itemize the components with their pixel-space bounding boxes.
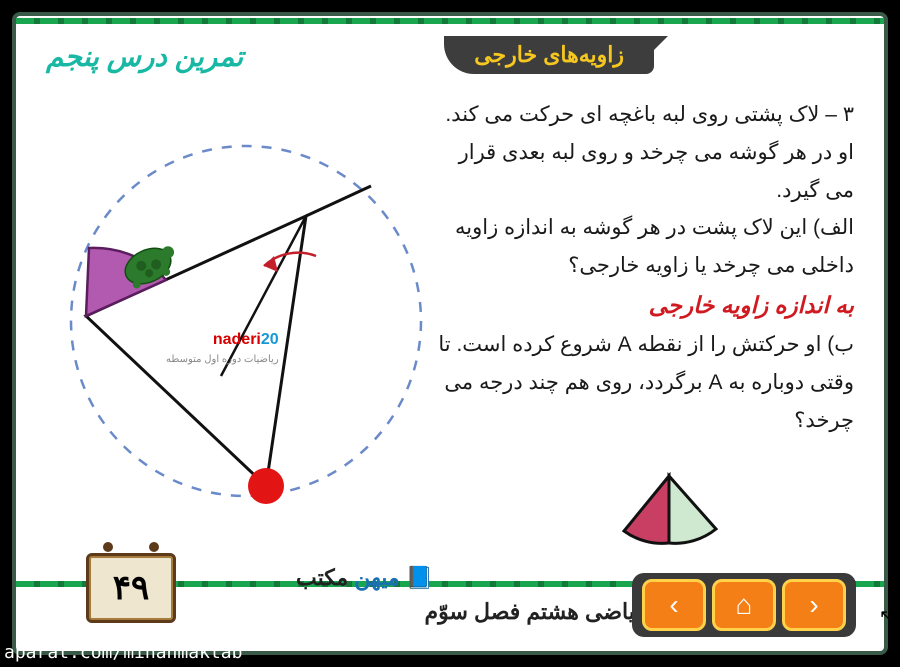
extension-line	[306, 186, 371, 216]
mini-slice-2	[669, 476, 716, 543]
mini-slice-1	[624, 476, 669, 543]
q3-statement: ۳ – لاک پشتی روی لبه باغچه ای حرکت می کن…	[436, 96, 854, 209]
topic-ribbon: زاویه‌های خارجی	[444, 36, 654, 74]
part-a-answer: به اندازه زاویه خارجی	[436, 285, 854, 326]
brand-logo: naderi20 ریاضیات دوره اول متوسطه	[166, 331, 279, 367]
brand-subtitle: ریاضیات دوره اول متوسطه	[166, 354, 279, 365]
brand-text: naderi	[213, 331, 261, 348]
point-a-dot	[248, 468, 284, 504]
source-watermark: aparat.com/mihanmaktab	[4, 642, 242, 663]
lesson-title: تمرین درس پنجم	[46, 40, 243, 73]
prev-button[interactable]: ‹	[782, 579, 846, 631]
publisher-b: مکتب	[296, 565, 348, 590]
lesson-frame: زاویه‌های خارجی تمرین درس پنجم ۳ – لاک پ…	[12, 12, 888, 655]
garden-diagram	[56, 126, 436, 506]
brand-number: 20	[261, 331, 279, 348]
page-number: ۴۹	[113, 568, 150, 608]
home-button[interactable]: ⌂	[712, 579, 776, 631]
dashed-circle	[71, 146, 421, 496]
publisher-a: میهن	[354, 565, 399, 590]
next-button[interactable]: ›	[642, 579, 706, 631]
stripe-top	[16, 18, 884, 24]
mini-pie	[594, 431, 744, 551]
part-a: الف) این لاک پشت در هر گوشه به اندازه زا…	[436, 209, 854, 285]
part-b: ب) او حرکتش را از نقطه A شروع کرده است. …	[436, 326, 854, 439]
nav-panel: ‹ ⌂ ›	[632, 573, 856, 637]
problem-text: ۳ – لاک پشتی روی لبه باغچه ای حرکت می کن…	[436, 96, 854, 440]
page-number-plaque: ۴۹	[86, 553, 176, 623]
publisher-logo: 📘 میهن مکتب	[296, 565, 433, 591]
